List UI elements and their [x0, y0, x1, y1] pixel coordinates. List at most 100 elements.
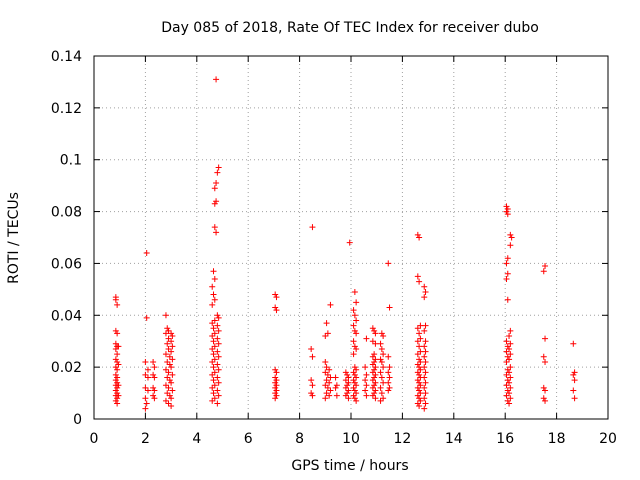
- data-point-marker: [215, 327, 222, 334]
- data-point-marker: [369, 361, 376, 368]
- data-point-marker: [421, 364, 428, 371]
- data-point-marker: [416, 343, 423, 350]
- data-point-marker: [162, 351, 169, 358]
- data-point-marker: [372, 364, 379, 371]
- data-point-marker: [272, 384, 279, 391]
- data-point-marker: [162, 330, 169, 337]
- data-point-marker: [507, 231, 514, 238]
- x-tick-label: 4: [192, 431, 201, 447]
- data-point-marker: [570, 371, 577, 378]
- data-point-marker: [504, 211, 511, 218]
- data-point-marker: [168, 395, 175, 402]
- data-point-marker: [209, 384, 216, 391]
- data-point-marker: [168, 338, 175, 345]
- data-point-marker: [143, 314, 150, 321]
- data-point-marker: [416, 403, 423, 410]
- data-point-marker: [378, 330, 385, 337]
- data-point-marker: [114, 390, 121, 397]
- data-point-marker: [542, 397, 549, 404]
- data-point-marker: [380, 333, 387, 340]
- data-point-marker: [112, 377, 119, 384]
- data-point-marker: [353, 382, 360, 389]
- data-point-marker: [142, 395, 149, 402]
- data-point-marker: [210, 268, 217, 275]
- data-point-marker: [417, 335, 424, 342]
- data-point-marker: [380, 351, 387, 358]
- data-point-marker: [414, 361, 421, 368]
- data-point-marker: [309, 353, 316, 360]
- data-point-marker: [309, 392, 316, 399]
- data-point-marker: [342, 377, 349, 384]
- data-point-marker: [369, 377, 376, 384]
- data-point-marker: [114, 379, 121, 386]
- data-point-marker: [324, 384, 331, 391]
- data-point-marker: [215, 366, 222, 373]
- data-point-marker: [209, 301, 216, 308]
- data-point-marker: [414, 369, 421, 376]
- data-point-marker: [115, 361, 122, 368]
- data-point-marker: [322, 333, 329, 340]
- data-point-marker: [369, 325, 376, 332]
- data-point-marker: [214, 400, 221, 407]
- data-point-marker: [144, 366, 151, 373]
- data-point-marker: [215, 314, 222, 321]
- data-point-marker: [351, 288, 358, 295]
- data-point-marker: [211, 200, 218, 207]
- data-point-marker: [211, 382, 218, 389]
- data-point-marker: [351, 387, 358, 394]
- data-point-marker: [350, 384, 357, 391]
- data-point-marker: [351, 379, 358, 386]
- data-point-marker: [165, 369, 172, 376]
- y-tick-label: 0.02: [51, 360, 82, 376]
- data-point-marker: [273, 392, 280, 399]
- data-point-marker: [323, 377, 330, 384]
- data-point-marker: [363, 392, 370, 399]
- data-point-marker: [371, 351, 378, 358]
- data-point-marker: [380, 395, 387, 402]
- data-point-marker: [150, 384, 157, 391]
- data-point-marker: [209, 358, 216, 365]
- data-point-marker: [210, 338, 217, 345]
- data-point-marker: [169, 356, 176, 363]
- data-point-marker: [503, 348, 510, 355]
- data-point-marker: [353, 397, 360, 404]
- data-point-marker: [421, 384, 428, 391]
- data-point-marker: [164, 325, 171, 332]
- data-point-marker: [540, 268, 547, 275]
- data-point-marker: [378, 390, 385, 397]
- data-point-marker: [168, 379, 175, 386]
- data-point-marker: [209, 320, 216, 327]
- data-point-marker: [507, 395, 514, 402]
- data-point-marker: [422, 379, 429, 386]
- data-point-marker: [507, 242, 514, 249]
- data-point-marker: [112, 356, 119, 363]
- data-point-marker: [504, 205, 511, 212]
- x-tick-label: 2: [141, 431, 150, 447]
- data-point-marker: [507, 364, 514, 371]
- data-point-marker: [144, 374, 151, 381]
- data-point-marker: [542, 263, 549, 270]
- data-point-marker: [571, 395, 578, 402]
- x-tick-label: 14: [445, 431, 463, 447]
- data-point-marker: [414, 392, 421, 399]
- data-point-marker: [150, 358, 157, 365]
- x-tick-label: 6: [244, 431, 253, 447]
- data-point-marker: [377, 340, 384, 347]
- data-point-marker: [211, 356, 218, 363]
- data-point-marker: [417, 348, 424, 355]
- data-point-marker: [213, 76, 220, 83]
- data-point-marker: [151, 387, 158, 394]
- data-point-marker: [143, 250, 150, 257]
- data-point-marker: [369, 353, 376, 360]
- data-point-marker: [164, 390, 171, 397]
- data-point-marker: [142, 371, 149, 378]
- data-point-marker: [323, 364, 330, 371]
- data-point-marker: [422, 338, 429, 345]
- data-point-marker: [421, 343, 428, 350]
- data-point-marker: [332, 384, 339, 391]
- data-point-marker: [169, 343, 176, 350]
- data-point-marker: [273, 294, 280, 301]
- data-point-marker: [506, 345, 513, 352]
- data-point-marker: [350, 377, 357, 384]
- data-point-marker: [215, 340, 222, 347]
